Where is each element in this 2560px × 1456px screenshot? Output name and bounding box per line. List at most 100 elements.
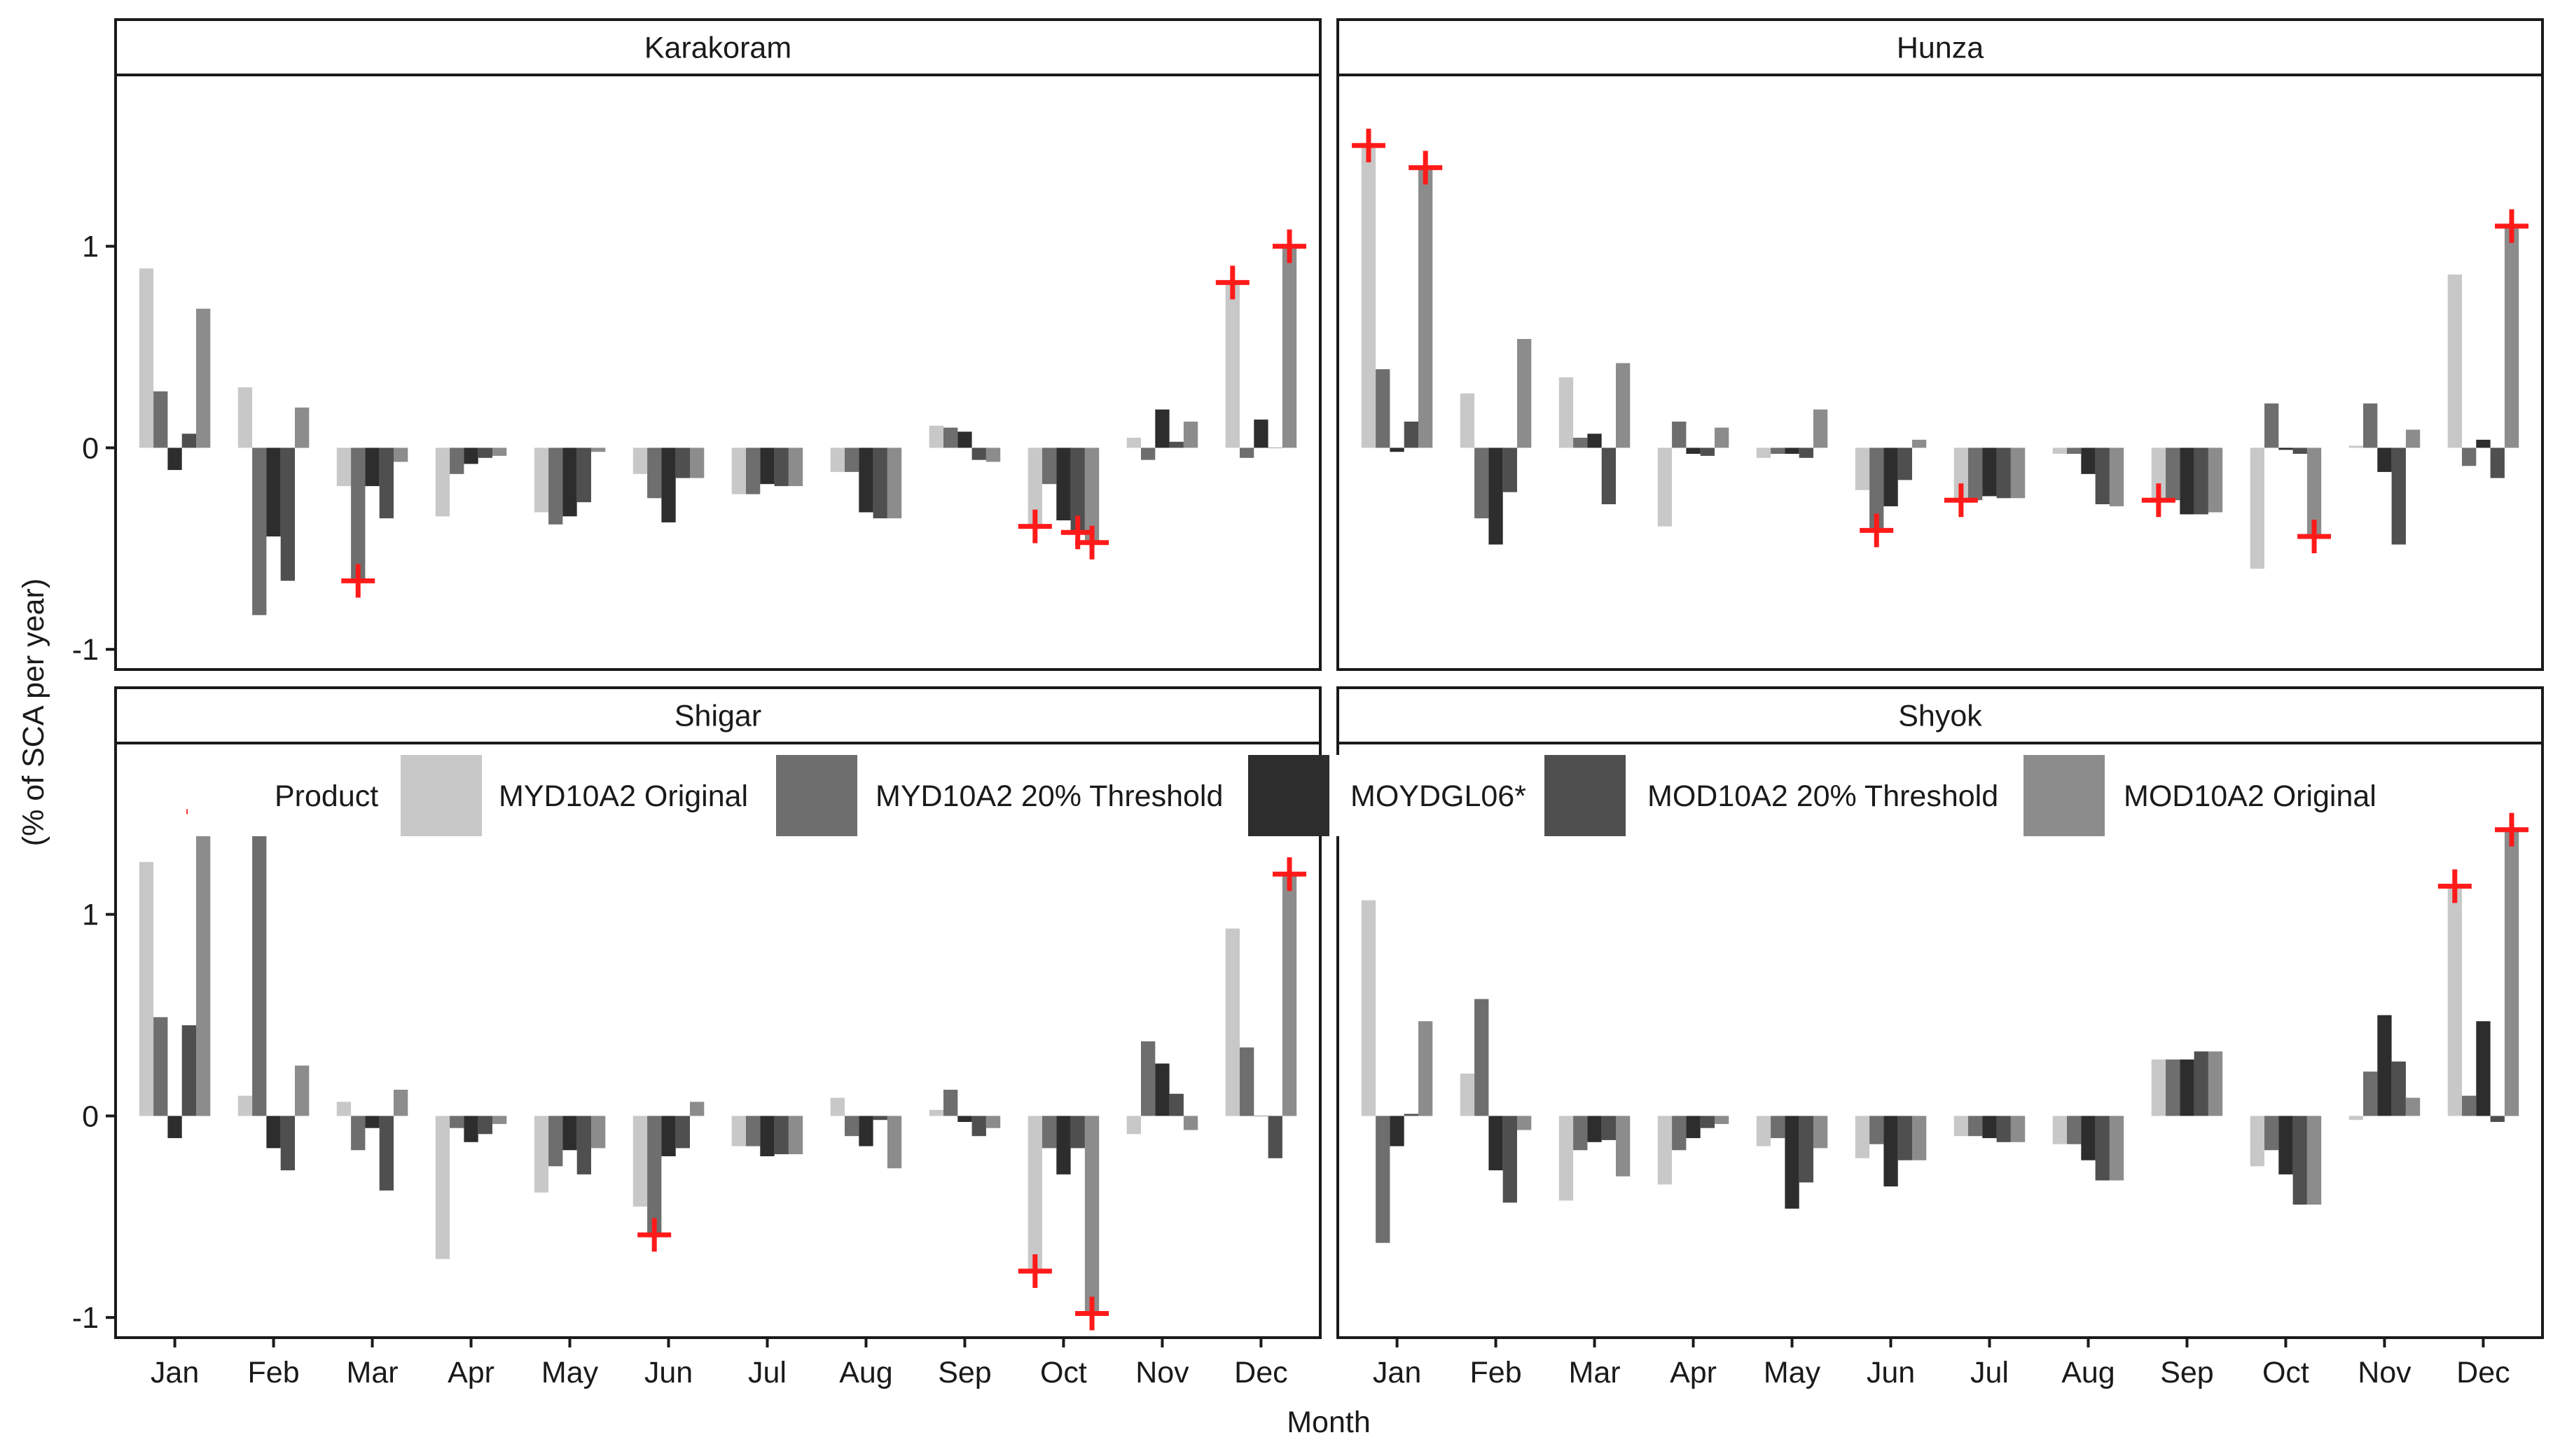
x-tick-label: Oct [2262,1356,2309,1389]
bar [1488,448,1503,545]
bar [887,448,902,519]
bar [2180,1059,2194,1116]
significance-marker [2495,209,2529,243]
bar [1953,448,1968,501]
bar [534,448,549,513]
bar [1968,1116,1983,1137]
bar [690,448,705,478]
bar [2052,448,2067,454]
panel-title: Shigar [674,700,761,733]
bar [266,1116,281,1149]
bar [1488,1116,1503,1171]
x-tick-label: Aug [2061,1356,2115,1389]
bar [1028,1116,1042,1271]
bar [2447,886,2462,1116]
bar [1982,1116,1997,1139]
bar [492,1116,507,1124]
bar [1715,1116,1729,1124]
x-tick-label: Jan [151,1356,199,1389]
panel-strip [1336,686,2544,744]
bar [1672,422,1687,448]
bar [830,448,845,472]
bar [2306,1116,2322,1205]
x-tick-label: Sep [2160,1356,2214,1389]
bar [1282,874,1297,1116]
bar [1028,448,1042,527]
bar [1225,282,1240,448]
bar [675,448,690,478]
bar [731,448,746,494]
bar [929,425,943,448]
bar [379,1116,394,1191]
bar [591,448,606,452]
bar [845,448,859,472]
bar [774,448,789,487]
bar [534,1116,549,1193]
bar [167,448,182,471]
y-tick-label: 1 [82,899,99,932]
bar [464,448,478,464]
bar [788,448,803,487]
x-tick-label: Apr [448,1356,494,1389]
bar [985,1116,1001,1128]
bar [1126,438,1141,448]
bar [2462,1095,2477,1116]
bar [2067,1116,2082,1144]
bar [2208,1051,2223,1116]
bar [548,1116,563,1167]
y-axis-title: (% of SCA per year) [17,578,50,846]
bar [830,1097,845,1116]
bar [2363,1072,2378,1116]
bar [1883,448,1898,506]
bar [647,1116,662,1235]
bar [1376,369,1390,448]
bar [2377,1015,2392,1116]
x-tick-label: Feb [248,1356,300,1389]
bar [2166,1059,2180,1116]
bar [1390,1116,1404,1146]
bar [2504,829,2519,1116]
bar [1240,1047,1254,1116]
significance-marker [2495,812,2529,847]
bar [1715,427,1729,448]
bar [2278,1116,2293,1174]
y-tick-label: 0 [82,1100,99,1133]
bar [647,448,662,499]
x-tick-label: Jun [1867,1356,1915,1389]
bar [2010,1116,2026,1142]
bar [957,1116,972,1122]
bar [1126,1116,1141,1135]
bar [2391,448,2406,545]
bar [1573,438,1588,448]
bar [1968,448,1983,501]
bar [1070,1116,1085,1149]
legend: Product MYD10A2 Original MYD10A2 20% Thres… [188,755,2376,836]
bar [237,387,253,448]
bar [139,268,154,448]
bar [2490,1116,2505,1122]
panel-hunza: Hunza [1336,18,2544,671]
bar [1418,167,1433,448]
bar [2264,403,2279,448]
bar [280,1116,295,1171]
panels: Karakoram -1 0 1 Hunza Shigar -1 0 1 Jan Feb Mar Apr… [72,18,2544,1389]
bar [929,1109,943,1116]
significance-marker [1409,151,1443,185]
bar [1657,448,1673,527]
bar [365,448,380,487]
bar [196,811,211,1116]
bar [2109,448,2124,506]
panel-border [114,742,1322,1339]
bar [1587,434,1602,448]
bar [2151,448,2166,501]
bar [548,448,563,525]
bar [2348,1116,2363,1121]
bar [252,787,267,1116]
bar [351,1116,366,1151]
bar [2405,1097,2421,1116]
bar [1183,1116,1198,1130]
x-tick-label: May [1764,1356,1821,1389]
bar [1169,1093,1184,1116]
bar [2476,439,2491,448]
bar [1155,409,1170,448]
